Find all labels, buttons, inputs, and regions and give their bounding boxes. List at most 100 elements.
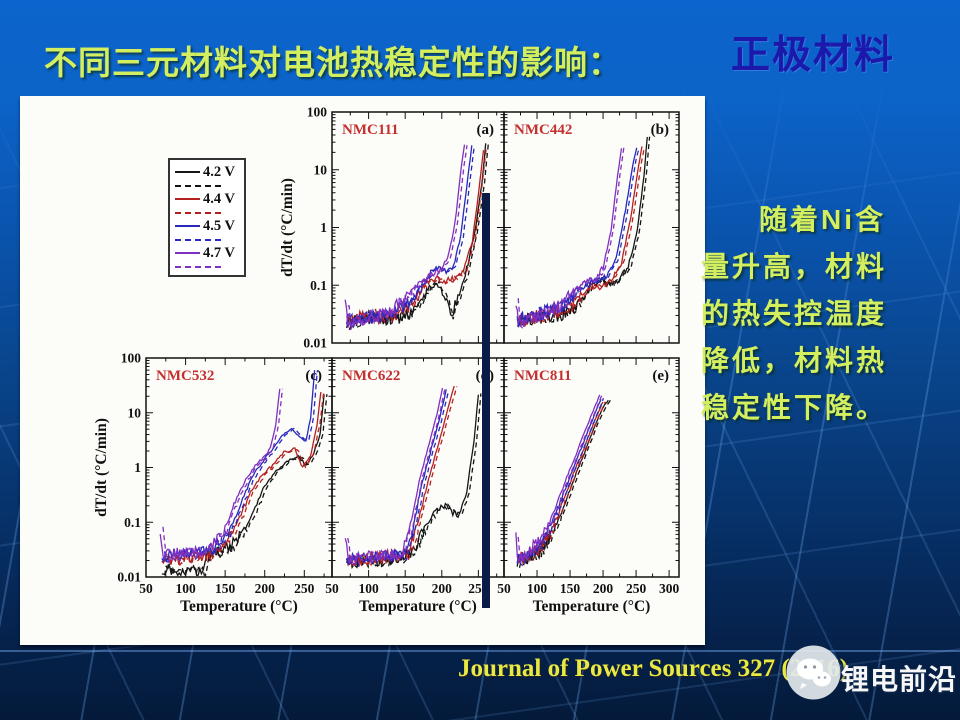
svg-text:50: 50 (497, 581, 511, 596)
curve-NMC622-4.7 V-solid (344, 387, 444, 565)
panel-NMC442: NMC442 (b) (503, 111, 680, 344)
svg-text:100: 100 (527, 581, 548, 596)
curve-NMC111-4.2 V-solid (345, 143, 487, 329)
legend-entry-dashed (175, 180, 242, 191)
svg-text:250: 250 (294, 581, 315, 596)
svg-text:100: 100 (175, 581, 196, 596)
svg-text:0.01: 0.01 (303, 336, 327, 351)
curve-NMC442-4.2 V-dashed (518, 136, 651, 327)
legend-dashed-line (175, 265, 221, 268)
svg-text:10: 10 (314, 162, 328, 177)
svg-text:0.1: 0.1 (124, 515, 141, 530)
figure-panel: 100 10 1 0.1 0.01 dT/dt (°C/min) NMC111 (a) NMC4… (20, 96, 705, 645)
legend-label: 4.2 V (203, 163, 235, 180)
curve-NMC622-4.5 V-dashed (348, 389, 450, 566)
legend-entry: 4.7 V (175, 245, 242, 261)
svg-text:Temperature (°C): Temperature (°C) (180, 598, 298, 615)
annotation-line: 量升高，材料 (701, 251, 888, 282)
curve-NMC442-4.2 V-solid (516, 136, 648, 326)
watermark-text: 锂电前沿 (841, 664, 958, 695)
svg-text:250: 250 (626, 581, 647, 596)
vertical-divider-bar (482, 193, 490, 608)
legend-entry: 4.2 V (175, 164, 242, 180)
panel-NMC111: 100 10 1 0.1 0.01 dT/dt (°C/min) NMC111 (a) (279, 105, 505, 351)
curve-NMC442-4.4 V-dashed (518, 146, 645, 327)
curve-NMC111-4.5 V-solid (345, 145, 473, 328)
svg-text:150: 150 (395, 581, 416, 596)
legend-label: 4.7 V (203, 244, 235, 261)
curve-NMC622-4.4 V-solid (345, 385, 455, 567)
curve-NMC111-4.7 V-solid (344, 144, 466, 328)
svg-text:150: 150 (560, 581, 581, 596)
curve-NMC111-4.4 V-dashed (348, 149, 487, 325)
svg-text:200: 200 (593, 581, 614, 596)
legend-solid-line (175, 252, 200, 254)
legend-solid-line (175, 225, 200, 227)
svg-text:200: 200 (255, 581, 276, 596)
legend-solid-line (175, 171, 200, 173)
svg-text:300: 300 (659, 581, 680, 596)
curve-NMC532-4.5 V-dashed (163, 370, 319, 563)
panel-NMC811: 50 100 150 200 250 300 Temperature (°C) NMC811 (… (497, 357, 680, 615)
dsc-thermal-chart: 100 10 1 0.1 0.01 dT/dt (°C/min) NMC111 (a) NMC4… (93, 105, 680, 615)
svg-text:NMC622: NMC622 (342, 368, 400, 384)
curve-NMC622-4.5 V-solid (345, 389, 447, 565)
slide-title: 不同三元材料对电池热稳定性的影响： (44, 44, 622, 81)
svg-text:Temperature (°C): Temperature (°C) (533, 598, 651, 615)
svg-text:0.01: 0.01 (117, 570, 141, 585)
svg-text:NMC111: NMC111 (342, 122, 399, 138)
annotation-line: 降低，材料热 (701, 345, 888, 376)
legend-entry-dashed (175, 207, 242, 218)
curve-NMC442-4.5 V-solid (516, 147, 638, 328)
svg-text:NMC442: NMC442 (514, 122, 572, 138)
svg-text:NMC532: NMC532 (156, 368, 214, 384)
svg-text:1: 1 (134, 460, 141, 475)
svg-text:50: 50 (325, 581, 339, 596)
svg-text:(a): (a) (477, 122, 495, 138)
curve-NMC532-4.4 V-dashed (164, 391, 325, 567)
background-horizontal-line (0, 650, 960, 652)
chart-legend: 4.2 V 4.4 V 4.5 V 4.7 V (168, 158, 246, 277)
svg-text:Temperature (°C): Temperature (°C) (359, 598, 477, 615)
curve-NMC532-4.4 V-solid (161, 391, 322, 565)
svg-text:50: 50 (139, 581, 153, 596)
curve-NMC811-4.7 V-solid (515, 394, 601, 563)
svg-text:(e): (e) (652, 368, 669, 384)
svg-text:dT/dt (°C/min): dT/dt (°C/min) (93, 418, 110, 517)
svg-text:(b): (b) (651, 122, 669, 138)
curve-NMC532-4.7 V-dashed (162, 388, 284, 564)
legend-solid-line (175, 198, 200, 200)
legend-entry-dashed (175, 261, 242, 272)
svg-text:150: 150 (215, 581, 236, 596)
curve-NMC622-4.2 V-solid (345, 394, 480, 569)
annotation-line: 稳定性下降。 (701, 392, 888, 423)
curve-NMC811-4.5 V-dashed (518, 397, 605, 567)
citation: Journal of Power Sources 327 (2016) (458, 655, 849, 682)
legend-label: 4.4 V (203, 190, 235, 207)
svg-text:0.1: 0.1 (310, 278, 327, 293)
legend-entry: 4.4 V (175, 191, 242, 207)
svg-text:100: 100 (121, 351, 142, 366)
svg-text:100: 100 (358, 581, 379, 596)
annotation-block: 随着Ni含 量升高，材料 的热失控温度 降低，材料热 稳定性下降。 (701, 196, 951, 431)
legend-label: 4.5 V (203, 217, 235, 234)
annotation-line: 随着Ni含 (759, 204, 887, 235)
curve-NMC811-4.4 V-dashed (519, 401, 606, 565)
svg-text:dT/dt (°C/min): dT/dt (°C/min) (279, 178, 296, 277)
curve-NMC811-4.2 V-dashed (518, 399, 612, 568)
annotation-line: 的热失控温度 (701, 298, 888, 329)
legend-entry-dashed (175, 234, 242, 245)
wechat-logo-icon (786, 645, 841, 700)
panel-NMC532: 50 100 150 200 250 Temperature (°C) 100 10 1 0.1 0… (93, 351, 333, 615)
svg-text:1: 1 (320, 220, 327, 235)
curve-NMC622-4.7 V-dashed (347, 387, 446, 568)
svg-text:NMC811: NMC811 (514, 368, 572, 384)
curve-NMC111-4.7 V-dashed (347, 145, 468, 331)
svg-text:10: 10 (128, 405, 142, 420)
svg-text:100: 100 (307, 105, 328, 120)
legend-entry: 4.5 V (175, 218, 242, 234)
legend-dashed-line (175, 184, 221, 187)
legend-dashed-line (175, 211, 221, 214)
